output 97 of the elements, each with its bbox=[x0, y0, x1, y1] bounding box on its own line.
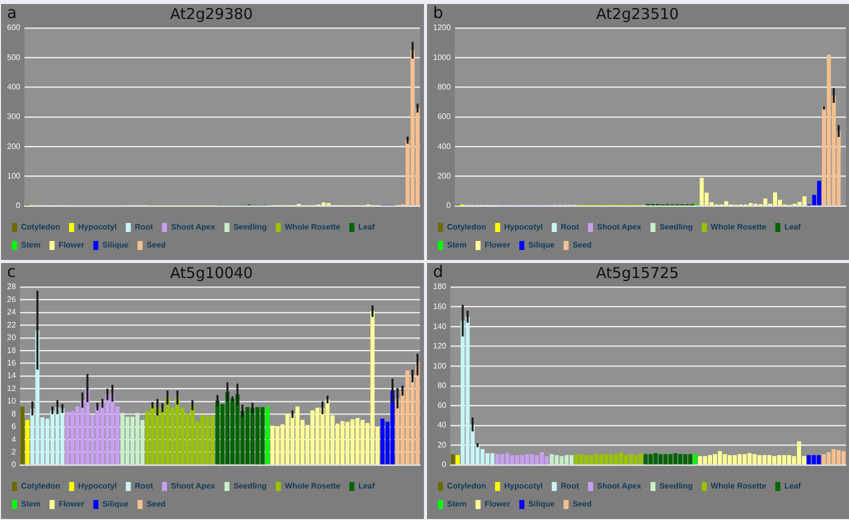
legend-label: Silique bbox=[528, 240, 556, 250]
y-tick-label: 400 bbox=[6, 82, 21, 92]
y-tick-label: 0 bbox=[11, 460, 16, 470]
bar bbox=[450, 454, 455, 464]
legend-label: Stem bbox=[447, 240, 467, 250]
y-tick-label: 14 bbox=[6, 371, 16, 380]
y-tick-label: 200 bbox=[437, 172, 452, 181]
legend-label: Flower bbox=[58, 240, 84, 250]
legend-label: Leaf bbox=[358, 222, 376, 232]
legend-label: Hypocotyl bbox=[78, 222, 117, 232]
legend-label: Whole Rosette bbox=[284, 222, 341, 232]
y-tick-label: 80 bbox=[437, 381, 447, 390]
legend-label: Flower bbox=[484, 500, 510, 509]
y-tick-label: 10 bbox=[6, 396, 16, 406]
y-tick-label: 600 bbox=[6, 23, 21, 32]
bar bbox=[20, 406, 24, 464]
legend-label: Hypocotyl bbox=[78, 482, 117, 491]
y-tick-label: 100 bbox=[432, 361, 447, 370]
legend-label: Silique bbox=[102, 240, 130, 250]
y-tick-label: 6 bbox=[11, 422, 16, 432]
legend-label: Seedling bbox=[233, 222, 267, 232]
y-tick-label: 1000 bbox=[433, 52, 452, 62]
legend-label: Leaf bbox=[358, 482, 376, 491]
legend-label: Silique bbox=[528, 500, 556, 509]
legend-label: Root bbox=[560, 482, 580, 491]
y-tick-label: 140 bbox=[432, 322, 447, 331]
y-tick-label: 28 bbox=[6, 282, 16, 292]
y-tick-label: 22 bbox=[6, 320, 16, 330]
y-tick-label: 120 bbox=[432, 342, 447, 351]
y-tick-label: 0 bbox=[442, 460, 447, 470]
legend-label: Root bbox=[560, 222, 580, 232]
legend-label: Seedling bbox=[233, 482, 267, 491]
legend-label: Cotyledon bbox=[21, 222, 60, 232]
y-tick-label: 400 bbox=[437, 142, 452, 151]
y-tick-label: 18 bbox=[6, 346, 16, 355]
y-tick-label: 300 bbox=[6, 112, 21, 122]
bar bbox=[693, 454, 698, 464]
legend-label: Seedling bbox=[659, 482, 693, 491]
legend-label: Silique bbox=[102, 500, 130, 509]
y-tick-label: 0 bbox=[446, 201, 452, 210]
legend-label: Cotyledon bbox=[21, 482, 60, 491]
y-tick-label: 100 bbox=[6, 172, 21, 181]
y-tick-label: 4 bbox=[11, 434, 16, 444]
legend-label: Leaf bbox=[784, 222, 802, 232]
y-tick-label: 2 bbox=[11, 447, 16, 456]
legend-label: Seed bbox=[146, 240, 166, 250]
legend-label: Whole Rosette bbox=[284, 482, 341, 491]
y-tick-label: 200 bbox=[6, 142, 21, 151]
bar bbox=[456, 455, 460, 464]
legend-label: Seed bbox=[572, 240, 592, 250]
y-tick-label: 600 bbox=[437, 112, 452, 122]
chart-title: At5g15725 bbox=[596, 264, 679, 282]
legend-label: Leaf bbox=[784, 482, 802, 491]
legend-label: Root bbox=[134, 482, 154, 491]
legend-label: Shoot Apex bbox=[596, 482, 642, 491]
y-tick-label: 0 bbox=[16, 201, 21, 210]
legend-label: Root bbox=[134, 222, 154, 232]
legend-label: Flower bbox=[484, 240, 510, 250]
y-tick-label: 500 bbox=[6, 52, 21, 62]
legend-label: Stem bbox=[21, 240, 41, 250]
legend-label: Hypocotyl bbox=[504, 482, 543, 491]
legend-label: Seed bbox=[146, 500, 166, 509]
legend-label: Shoot Apex bbox=[596, 222, 642, 232]
bar bbox=[25, 420, 30, 464]
text: b bbox=[433, 3, 444, 22]
legend-label: Shoot Apex bbox=[170, 482, 216, 491]
legend-label: Cotyledon bbox=[447, 222, 486, 232]
legend-label: Flower bbox=[58, 500, 84, 509]
y-tick-label: 20 bbox=[6, 333, 16, 342]
y-tick-label: 40 bbox=[437, 420, 447, 430]
legend-label: Seedling bbox=[659, 222, 693, 232]
legend-label: Whole Rosette bbox=[710, 222, 767, 232]
y-tick-label: 24 bbox=[6, 308, 16, 317]
legend-label: Seed bbox=[572, 500, 592, 509]
legend-label: Whole Rosette bbox=[710, 482, 767, 491]
text: c bbox=[7, 262, 16, 282]
legend-label: Stem bbox=[447, 500, 467, 509]
bar bbox=[265, 406, 270, 464]
chart-title: At2g23510 bbox=[596, 4, 679, 23]
y-tick-label: 1200 bbox=[433, 23, 452, 32]
text: d bbox=[433, 262, 444, 282]
y-tick-label: 800 bbox=[437, 82, 452, 92]
y-tick-label: 8 bbox=[11, 409, 16, 418]
chart-title: At5g10040 bbox=[170, 264, 253, 282]
y-tick-label: 16 bbox=[6, 358, 16, 368]
legend-label: Shoot Apex bbox=[170, 222, 216, 232]
legend-label: Stem bbox=[21, 500, 41, 509]
legend-label: Hypocotyl bbox=[504, 222, 543, 232]
y-tick-label: 20 bbox=[437, 440, 447, 450]
chart-title: At2g29380 bbox=[170, 4, 253, 23]
y-tick-label: 160 bbox=[432, 302, 447, 311]
y-tick-label: 60 bbox=[437, 400, 447, 410]
text: a bbox=[7, 3, 17, 22]
y-tick-label: 26 bbox=[6, 294, 16, 304]
legend-label: Cotyledon bbox=[447, 482, 486, 491]
y-tick-label: 12 bbox=[6, 384, 16, 393]
y-tick-label: 180 bbox=[432, 282, 447, 292]
